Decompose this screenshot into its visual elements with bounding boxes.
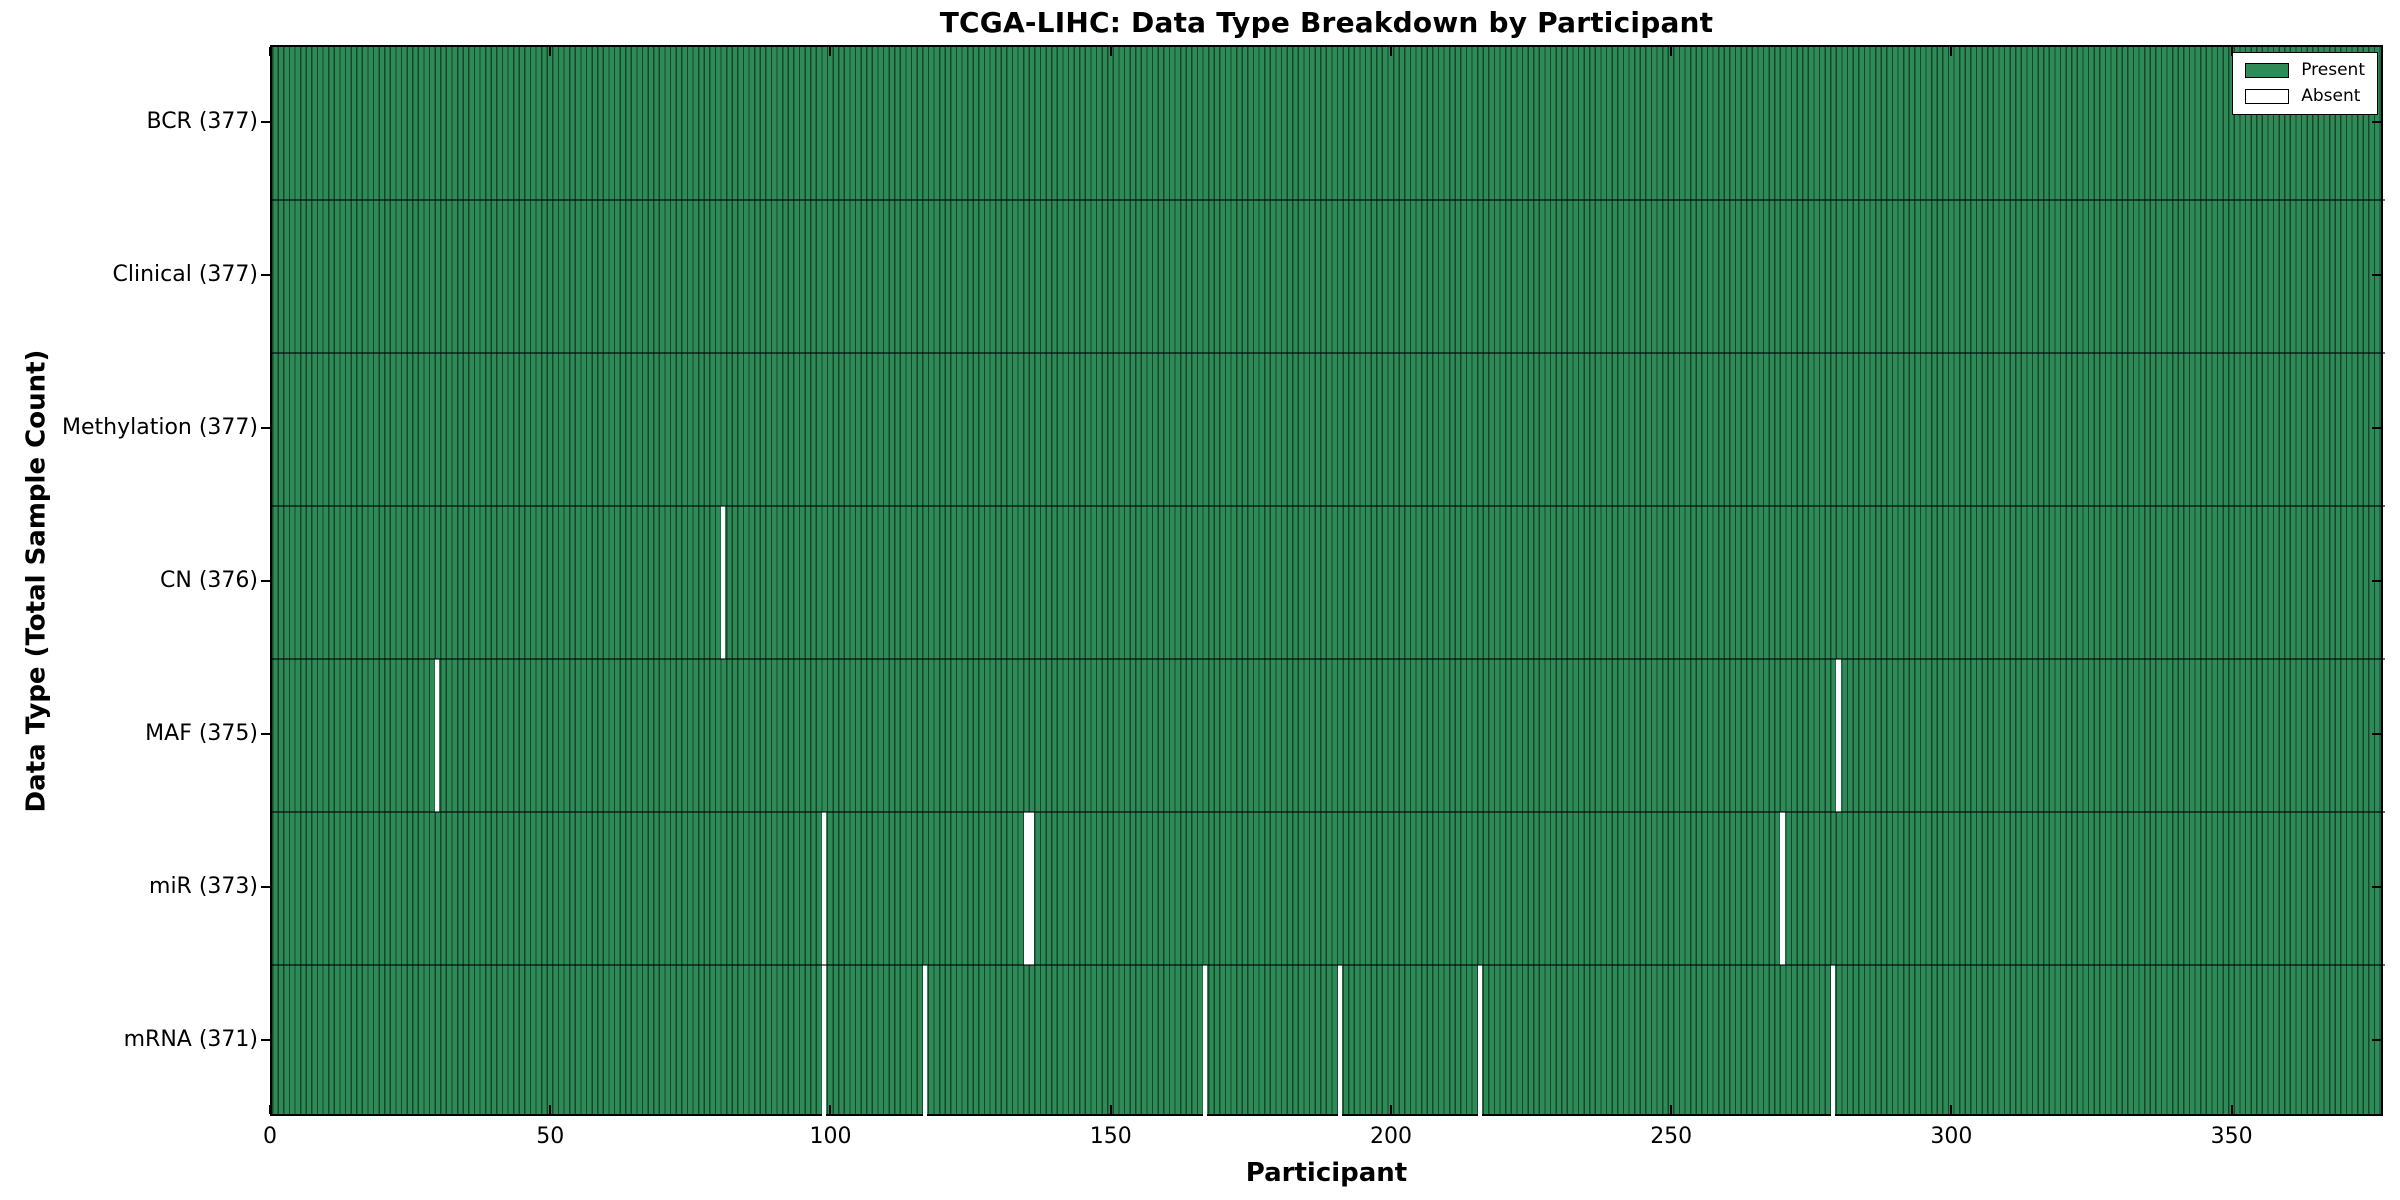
y-tick-left [261, 732, 270, 735]
absent-gap-mRNA-166 [1203, 965, 1208, 1118]
row-label-mRNA: mRNA (371) [123, 1026, 258, 1052]
x-tick-bottom [1109, 1105, 1112, 1114]
x-tick-label-200: 200 [1369, 1124, 1412, 1149]
legend: Present Absent [2232, 52, 2378, 115]
absent-gap-CN-80 [721, 506, 726, 659]
row-label-Clinical: Clinical (377) [112, 261, 258, 287]
chart-title: TCGA-LIHC: Data Type Breakdown by Partic… [939, 6, 1714, 39]
x-tick-top [1670, 47, 1673, 56]
legend-entry-present: Present [2245, 62, 2365, 79]
absent-gap-miR-269 [1780, 812, 1785, 965]
row-separator [272, 505, 2385, 507]
row-label-miR: miR (373) [149, 873, 258, 899]
present-swatch-icon [2245, 63, 2290, 78]
absent-gap-MAF-29 [435, 659, 440, 812]
y-tick-left [261, 885, 270, 888]
x-tick-label-0: 0 [263, 1124, 277, 1149]
x-tick-bottom [1670, 1105, 1673, 1114]
x-tick-label-350: 350 [2210, 1124, 2253, 1149]
x-tick-bottom [269, 1105, 271, 1114]
absent-gap-miR-98 [821, 812, 827, 965]
row-separator [272, 811, 2385, 813]
x-tick-label-50: 50 [536, 1124, 565, 1149]
x-tick-top [269, 47, 271, 56]
plot-area [270, 45, 2385, 1118]
y-tick-left [261, 579, 270, 582]
absent-gap-mRNA-116 [922, 965, 928, 1118]
row-separator [272, 658, 2385, 660]
absent-gap-mRNA-98 [821, 965, 827, 1118]
x-tick-bottom [829, 1105, 832, 1114]
x-tick-top [1389, 47, 1392, 56]
absent-swatch-icon [2245, 89, 2290, 104]
legend-entry-absent: Absent [2245, 88, 2365, 105]
x-tick-top [829, 47, 832, 56]
absent-gap-MAF-279 [1836, 659, 1841, 812]
row-separator [272, 199, 2385, 201]
x-tick-top [1950, 47, 1953, 56]
y-tick-right [2372, 579, 2381, 582]
x-tick-label-300: 300 [1930, 1124, 1973, 1149]
x-tick-bottom [549, 1105, 552, 1114]
row-label-Methylation: Methylation (377) [62, 414, 258, 440]
row-label-CN: CN (376) [160, 567, 258, 593]
x-tick-top [549, 47, 552, 56]
x-tick-top [2230, 47, 2233, 56]
legend-label-present: Present [2301, 60, 2365, 80]
x-tick-bottom [1389, 1105, 1392, 1114]
y-tick-left [261, 1038, 270, 1041]
y-tick-right [2372, 732, 2381, 735]
y-tick-left [261, 120, 270, 123]
x-tick-bottom [1950, 1105, 1953, 1114]
x-tick-bottom [2230, 1105, 2233, 1114]
x-axis-label: Participant [1245, 1158, 1408, 1188]
y-tick-right [2372, 1038, 2381, 1041]
row-separator [272, 964, 2385, 966]
absent-gap-miR-134 [1023, 812, 1034, 965]
x-tick-label-100: 100 [809, 1124, 852, 1149]
y-tick-right [2372, 120, 2381, 123]
y-tick-right [2372, 426, 2381, 429]
absent-gap-mRNA-190 [1337, 965, 1342, 1118]
row-separator [272, 352, 2385, 354]
x-tick-label-250: 250 [1650, 1124, 1693, 1149]
x-tick-label-150: 150 [1089, 1124, 1132, 1149]
row-label-MAF: MAF (375) [145, 720, 258, 746]
absent-gap-mRNA-278 [1830, 965, 1836, 1118]
y-tick-right [2372, 885, 2381, 888]
y-tick-left [261, 273, 270, 276]
row-label-BCR: BCR (377) [146, 108, 258, 134]
legend-label-absent: Absent [2301, 86, 2361, 106]
y-tick-left [261, 426, 270, 429]
y-tick-right [2372, 273, 2381, 276]
absent-gap-mRNA-215 [1477, 965, 1482, 1118]
x-tick-top [1109, 47, 1112, 56]
